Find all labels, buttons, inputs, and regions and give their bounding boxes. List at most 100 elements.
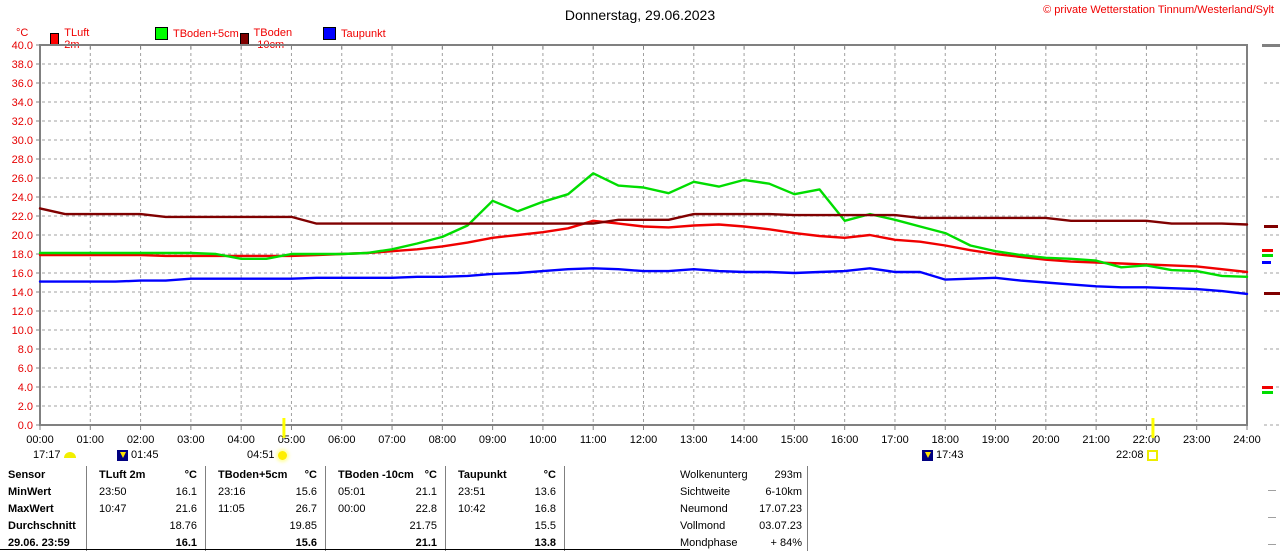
moonset-marker: 17:17: [33, 449, 76, 461]
avg-tboden10: 21.75: [325, 517, 445, 534]
next-chart-grid-stub: [1268, 517, 1276, 518]
row-label-maxwert: MaxWert: [8, 502, 54, 515]
min-taupunkt: 23:51 13.6: [445, 483, 565, 500]
tboden5-swatch-icon: [155, 27, 168, 40]
avg-tboden5: 19.85: [205, 517, 325, 534]
x-axis-label: 16:00: [831, 434, 859, 446]
y-axis-label: 8.0: [18, 344, 33, 356]
y-axis-label: 32.0: [12, 116, 33, 128]
x-axis-label: 05:00: [278, 434, 306, 446]
astro-info-block: Wolkenunterg 293m Sichtweite 6-10km Neumon…: [680, 466, 802, 551]
row-label-durchschnitt: Durchschnitt: [8, 519, 76, 532]
row-label-current: 29.06. 23:59: [8, 536, 70, 549]
y-axis-label: 40.0: [12, 40, 33, 52]
sunset-icon: [1146, 449, 1158, 461]
x-axis-label: 15:00: [781, 434, 809, 446]
y-axis-label: 38.0: [12, 59, 33, 71]
x-axis-label: 22:00: [1133, 434, 1161, 446]
x-axis-label: 06:00: [328, 434, 356, 446]
max-tboden5: 11:05 26.7: [205, 500, 325, 517]
legend-item-taupunkt: Taupunkt: [323, 27, 386, 40]
next-chart-grid-stub: [1268, 490, 1276, 491]
info-row-wolkenunterg: Wolkenunterg 293m: [680, 468, 802, 481]
y-axis-unit-label: °C: [16, 27, 29, 39]
col-header-taupunkt: Taupunkt °C: [445, 466, 565, 483]
x-axis-label: 23:00: [1183, 434, 1211, 446]
x-axis-label: 17:00: [881, 434, 909, 446]
y-axis-labels: 40.0 38.0 36.0 34.0 32.0 30.0 28.0 26.0 24.0 22.0…: [12, 40, 33, 432]
x-axis-label: 09:00: [479, 434, 507, 446]
station-copyright: © private Wetterstation Tinnum/Westerlan…: [1043, 4, 1274, 16]
moonset-icon: [63, 452, 76, 458]
sunrise-time: 04:51: [247, 449, 275, 461]
page-title: Donnerstag, 29.06.2023: [564, 7, 716, 23]
next-chart-grid-stub: [1268, 544, 1276, 545]
x-axis-label: 01:00: [77, 434, 105, 446]
avg-tluft: 18.76: [86, 517, 205, 534]
current-taupunkt: 13.8: [445, 534, 565, 551]
info-row-sichtweite: Sichtweite 6-10km: [680, 485, 802, 498]
series-line-tluft-2m: [38, 219, 1249, 274]
x-axis-label: 10:00: [529, 434, 557, 446]
sunset-time: 22:08: [1116, 449, 1144, 461]
y-axis-label: 28.0: [12, 154, 33, 166]
legend-label: TBoden+5cm: [173, 27, 239, 40]
sunrise-marker: 04:51: [247, 449, 287, 461]
moonrise-marker-2: 17:43: [922, 449, 964, 461]
x-axis-label: 08:00: [429, 434, 457, 446]
series-line-taupunkt: [38, 267, 1249, 296]
min-tboden10: 05:01 21.1: [325, 483, 445, 500]
y-axis-label: 2.0: [18, 401, 33, 413]
gridlines: [42, 47, 1245, 423]
y-axis-label: 4.0: [18, 382, 33, 394]
table-corner: Sensor: [8, 468, 46, 481]
series-line-tboden--10cm: [38, 207, 1249, 226]
x-axis-label: 18:00: [931, 434, 959, 446]
col-header-tboden5: TBoden+5cm °C: [205, 466, 325, 483]
y-axis-label: 24.0: [12, 192, 33, 204]
info-block-separator: [807, 466, 808, 551]
x-axis-label: 07:00: [378, 434, 406, 446]
sunrise-icon: [277, 450, 287, 460]
y-axis-label: 36.0: [12, 78, 33, 90]
current-tboden5: 15.6: [205, 534, 325, 551]
x-axis-label: 21:00: [1082, 434, 1110, 446]
legend-label: Taupunkt: [341, 27, 386, 40]
y-axis-label: 6.0: [18, 363, 33, 375]
temperature-chart: 40.0 38.0 36.0 34.0 32.0 30.0 28.0 26.0 24.0 22.0…: [12, 40, 1280, 446]
series-line-tboden+5cm: [38, 172, 1249, 278]
y-axis-label: 34.0: [12, 97, 33, 109]
y-axis-label: 18.0: [12, 249, 33, 261]
y-axis-label: 22.0: [12, 211, 33, 223]
y-axis-label: 30.0: [12, 135, 33, 147]
x-axis-label: 24:00: [1233, 434, 1261, 446]
x-axis-label: 03:00: [177, 434, 205, 446]
x-axis-label: 12:00: [630, 434, 658, 446]
col-header-tboden10: TBoden -10cm °C: [325, 466, 445, 483]
statistics-table: Sensor TLuft 2m °C TBoden+5cm °C TBoden -1…: [0, 466, 565, 551]
table-bottom-border: [0, 549, 690, 550]
moonrise-time-2: 17:43: [936, 449, 964, 461]
y-axis-label: 0.0: [18, 420, 33, 432]
row-label-minwert: MinWert: [8, 485, 52, 498]
min-tboden5: 23:16 15.6: [205, 483, 325, 500]
y-axis-label: 10.0: [12, 325, 33, 337]
moonrise-icon: [922, 449, 933, 461]
info-row-mondphase: Mondphase + 84%: [680, 536, 802, 549]
x-axis-label: 19:00: [982, 434, 1010, 446]
x-axis-label: 14:00: [730, 434, 758, 446]
x-axis-labels: 00:00 01:00 02:00 03:00 04:00 05:00 06:00 07:00…: [26, 434, 1261, 446]
x-axis-label: 02:00: [127, 434, 155, 446]
x-axis-label: 11:00: [580, 434, 607, 446]
x-axis-label: 00:00: [26, 434, 54, 446]
max-tluft: 10:47 21.6: [86, 500, 205, 517]
moonrise-marker-1: 01:45: [117, 449, 159, 461]
col-header-tluft: TLuft 2m °C: [86, 466, 205, 483]
x-axis-label: 20:00: [1032, 434, 1060, 446]
y-axis-label: 14.0: [12, 287, 33, 299]
moonset-time: 17:17: [33, 449, 61, 461]
moonrise-icon: [117, 449, 128, 461]
sun-axis-ticks: [282, 418, 1155, 438]
legend-item-tboden5: TBoden+5cm: [155, 27, 239, 40]
